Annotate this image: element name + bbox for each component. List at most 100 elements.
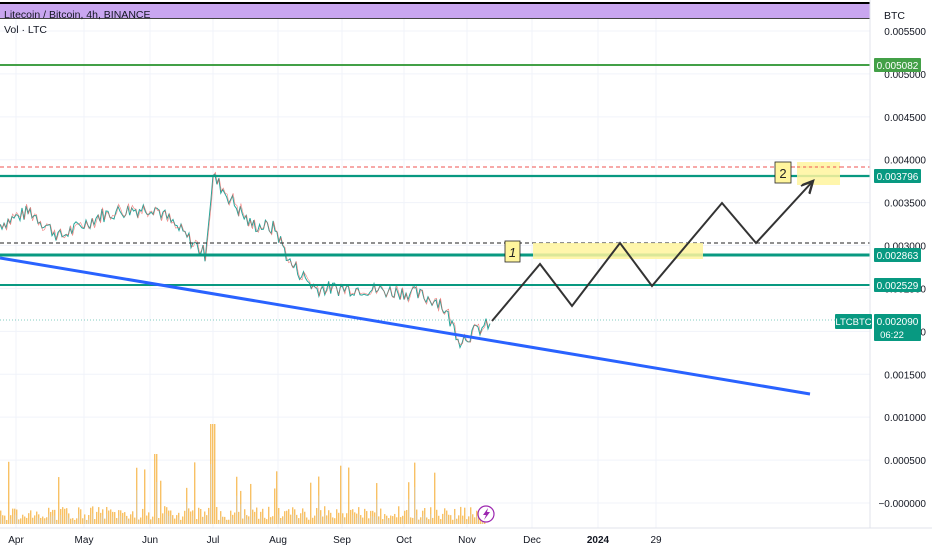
volume-bar: [336, 509, 338, 524]
volume-indicator-label: Vol · LTC: [4, 24, 47, 36]
volume-bar-secondary: [170, 515, 172, 524]
header-band-border: [0, 2, 870, 4]
target-zone-2[interactable]: [797, 162, 840, 185]
volume-bar-secondary: [0, 515, 2, 524]
volume-bar: [312, 517, 314, 524]
volume-bar: [442, 513, 444, 524]
lightning-icon[interactable]: [477, 505, 495, 523]
volume-bar-secondary: [180, 521, 182, 524]
volume-bar-secondary: [48, 514, 50, 524]
volume-bar-secondary: [88, 518, 90, 524]
chart-title: Litecoin / Bitcoin, 4h, BINANCE: [4, 9, 151, 21]
header-band-underline: [0, 18, 870, 19]
volume-bar-secondary: [136, 490, 138, 524]
price-tick-label: 0.004000: [884, 156, 926, 167]
volume-bar: [308, 519, 310, 524]
volume-bar-secondary: [392, 519, 394, 524]
volume-bar: [464, 507, 466, 524]
volume-bar-secondary: [250, 499, 252, 524]
volume-bar: [26, 517, 28, 524]
volume-bar: [474, 517, 476, 524]
volume-bar-secondary: [386, 519, 388, 524]
price-tick-label: −0.000000: [878, 499, 926, 510]
volume-bar-secondary: [352, 515, 354, 524]
volume-bar: [460, 506, 462, 524]
time-tick-label: Jul: [207, 535, 220, 546]
volume-bar-secondary: [420, 519, 422, 524]
volume-bar: [354, 512, 356, 524]
annotation-1[interactable]: 1: [504, 240, 521, 263]
volume-bar: [144, 469, 146, 524]
volume-bar-secondary: [344, 519, 346, 524]
volume-bar: [122, 512, 124, 524]
volume-bar: [242, 518, 244, 524]
volume-bar: [140, 517, 142, 524]
volume-bar-secondary: [14, 514, 16, 524]
level-tag-label: 0.003796: [877, 172, 919, 183]
price-tick-label: 0.001000: [884, 413, 926, 424]
bar-countdown: 06:22: [880, 330, 904, 341]
volume-bar: [262, 508, 264, 524]
volume-bar-secondary: [226, 521, 228, 524]
volume-bar-secondary: [446, 515, 448, 524]
volume-bar: [222, 516, 224, 524]
volume-bar-secondary: [210, 464, 212, 524]
volume-bar: [328, 510, 330, 524]
svg-text:1: 1: [509, 245, 516, 260]
volume-bar: [94, 519, 96, 524]
volume-bar-secondary: [100, 517, 102, 524]
volume-bar-secondary: [202, 519, 204, 524]
volume-bar-secondary: [56, 521, 58, 524]
volume-bar-secondary: [376, 499, 378, 524]
volume-bar-secondary: [470, 513, 472, 524]
volume-bar-secondary: [316, 514, 318, 524]
level-tag-bg: [874, 58, 921, 72]
volume-bar-secondary: [260, 516, 262, 524]
descending-trendline[interactable]: [0, 256, 811, 396]
volume-bar-secondary: [370, 516, 372, 524]
volume-bar: [252, 509, 254, 524]
volume-bar-secondary: [292, 513, 294, 524]
volume-bar: [366, 511, 368, 524]
volume-bar: [64, 508, 66, 524]
volume-bar-secondary: [208, 514, 210, 524]
volume-bar-secondary: [4, 518, 6, 524]
volume-bar: [98, 507, 100, 524]
volume-bar-secondary: [356, 517, 358, 524]
price-tick-label: 0.005000: [884, 70, 926, 81]
volume-bar-secondary: [254, 516, 256, 524]
volume-bar: [404, 510, 406, 524]
volume-bar-secondary: [118, 515, 120, 524]
volume-bar-secondary: [54, 515, 56, 524]
volume-bar: [438, 515, 440, 524]
volume-bar: [390, 515, 392, 524]
current-price-value: 0.002090: [877, 317, 919, 328]
volume-bar-secondary: [186, 502, 188, 524]
volume-bar: [298, 518, 300, 524]
price-axis-panel[interactable]: [870, 0, 932, 550]
target-zone-1[interactable]: [533, 243, 703, 259]
volume-bar-secondary: [204, 516, 206, 524]
volume-bar: [184, 510, 186, 524]
volume-bar-secondary: [270, 519, 272, 524]
volume-bar: [458, 515, 460, 524]
volume-bar: [12, 508, 14, 524]
volume-bar: [150, 519, 152, 524]
currency-label[interactable]: BTC: [884, 10, 905, 22]
volume-bar: [290, 514, 292, 524]
volume-bar-secondary: [106, 513, 108, 524]
volume-bar-secondary: [218, 521, 220, 524]
volume-bar: [34, 515, 36, 524]
volume-bar-secondary: [326, 518, 328, 524]
volume-bar: [436, 509, 438, 524]
volume-bar: [22, 514, 24, 524]
volume-bar-secondary: [244, 515, 246, 524]
annotation-2[interactable]: 2: [774, 161, 792, 184]
forecast-zigzag-path[interactable]: [491, 181, 813, 322]
volume-bar-secondary: [138, 521, 140, 524]
volume-bar: [234, 512, 236, 524]
volume-bar: [276, 471, 278, 524]
volume-bar: [158, 518, 160, 524]
price-tick-label: 0.001500: [884, 370, 926, 381]
